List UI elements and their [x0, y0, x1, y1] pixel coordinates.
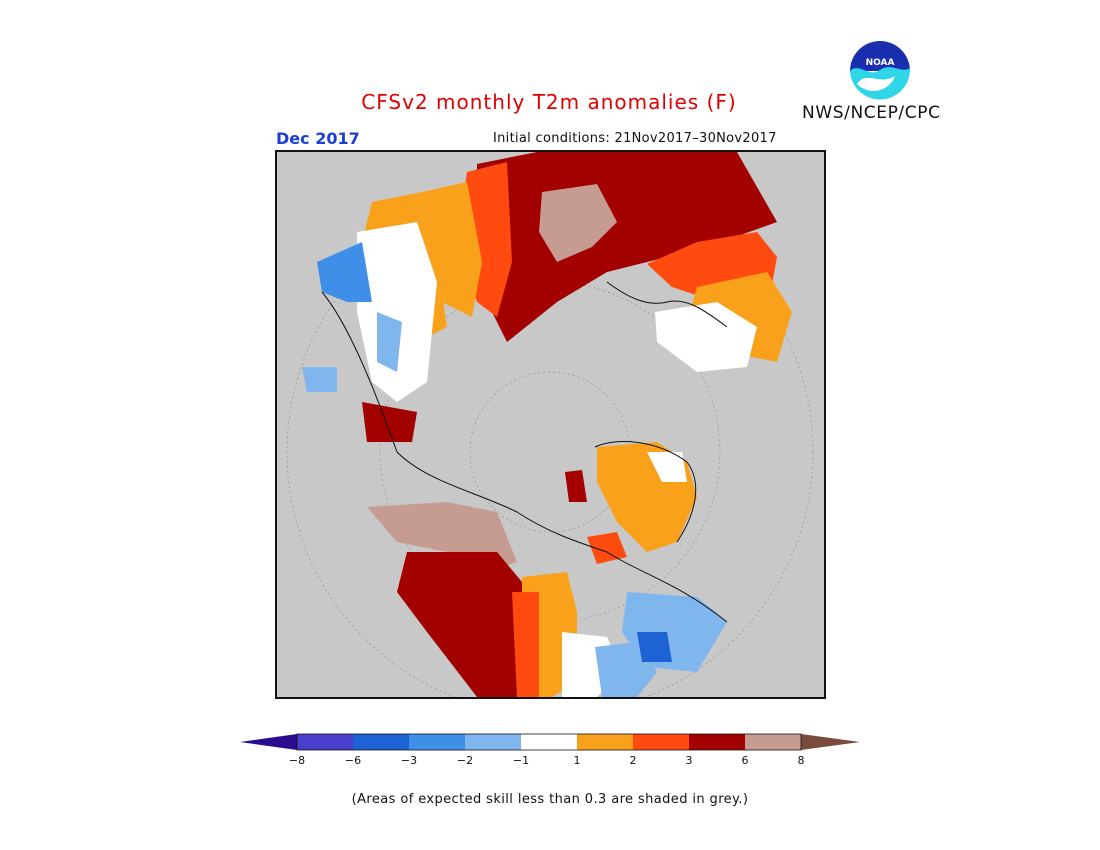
- chart-title: CFSv2 monthly T2m anomalies (F): [361, 90, 737, 114]
- tick-label: −2: [456, 754, 474, 767]
- tick-label: 2: [629, 754, 637, 767]
- tick-label: −6: [344, 754, 362, 767]
- colorbar-bin-1-2: [577, 734, 633, 750]
- colorbar-below-min-arrow: [240, 734, 297, 750]
- noaa-logo: NOAA: [850, 41, 911, 101]
- tick-label: −8: [288, 754, 306, 767]
- tick-label: 6: [741, 754, 749, 767]
- tick-label: 8: [797, 754, 805, 767]
- forecast-month: Dec 2017: [276, 129, 360, 148]
- colorbar-above-max-arrow: [801, 734, 860, 750]
- tick-label: 1: [573, 754, 581, 767]
- tick-label: 3: [685, 754, 693, 767]
- colorbar-bin-6-8: [745, 734, 801, 750]
- colorbar-bin-2-3: [633, 734, 689, 750]
- map-frame: [275, 150, 826, 699]
- tick-label: −1: [512, 754, 530, 767]
- colorbar-bin-n8-n6: [297, 734, 353, 750]
- warm-anomaly-baffin: [587, 532, 627, 564]
- logo-text: NOAA: [866, 58, 895, 68]
- near-normal-europe: [655, 302, 757, 372]
- very-warm-anomaly-region: [539, 184, 617, 262]
- coastline-europe: [606, 281, 728, 328]
- organization-label: NWS/NCEP/CPC: [802, 103, 941, 123]
- coastline-greenland: [594, 441, 697, 543]
- colorbar-bin-n2-n1: [465, 734, 521, 750]
- colorbar-bin-n6-n3: [353, 734, 409, 750]
- warm-anomaly-prairies: [512, 592, 539, 697]
- warm-anomaly-arctic-islands: [565, 470, 587, 502]
- colorbar-bin-n1-1: [521, 734, 577, 750]
- colorbar: [240, 733, 860, 751]
- warm-anomaly-canada-west: [397, 552, 537, 697]
- warm-anomaly-kamchatka: [362, 402, 417, 442]
- skill-footnote: (Areas of expected skill less than 0.3 a…: [351, 792, 749, 807]
- slight-cool-region: [377, 312, 402, 372]
- latitude-circle: [286, 188, 814, 697]
- coastline: [321, 291, 728, 623]
- colorbar-bin-3-6: [689, 734, 745, 750]
- slight-cool-pacific: [302, 367, 337, 392]
- initial-conditions: Initial conditions: 21Nov2017–30Nov2017: [493, 131, 777, 146]
- polar-map: [277, 152, 824, 697]
- cool-anomaly-pacific-rim: [317, 242, 372, 302]
- cool-anomaly-labrador-core: [637, 632, 672, 662]
- near-normal-greenland: [647, 452, 687, 482]
- colorbar-bin-n3-n2: [409, 734, 465, 750]
- tick-label: −3: [400, 754, 418, 767]
